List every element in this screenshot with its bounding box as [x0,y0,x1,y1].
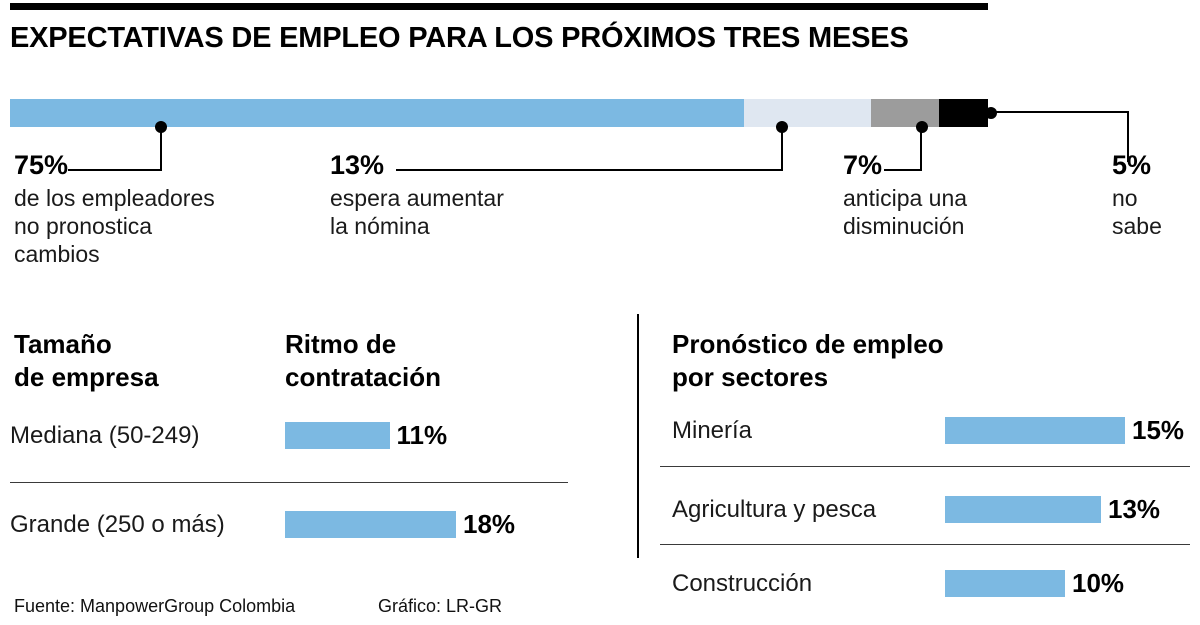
percent-label: 13% [330,150,385,180]
row-value: 15% [1132,415,1185,445]
row-label: Mediana (50-249) [10,421,200,449]
row-bar [945,496,1101,523]
header-company-size: Tamaño de empresa [14,329,159,392]
header-sectors: Pronóstico de empleo por sectores [672,329,944,392]
percent-description: de los empleadores no pronostica cambios [14,185,215,267]
row-bar [285,422,390,449]
row-construccion: Construcción 10% [672,568,1192,599]
header-hiring-pace: Ritmo de contratación [285,329,442,392]
callout-5: 5% no sabe [1112,150,1162,240]
row-mineria: Minería 15% [672,415,1192,446]
bar-segment [870,99,940,127]
row-label: Minería [672,416,753,444]
row-bar [285,511,456,538]
row-value: 18% [463,509,516,539]
row-value: 10% [1072,568,1125,598]
bar-segment [939,99,988,127]
row-bar [945,570,1065,597]
row-agricultura: Agricultura y pesca 13% [672,494,1192,525]
callout-line [991,111,1129,113]
vertical-divider [637,314,639,558]
row-label: Grande (250 o más) [10,510,225,538]
callout-line [781,127,783,171]
percent-description: no sabe [1112,185,1162,239]
divider [660,544,1190,545]
callout-13: 13% espera aumentar la nómina [330,150,504,240]
bar-segment [743,99,871,127]
row-value: 11% [396,420,448,450]
divider [10,482,568,483]
callout-7: 7% anticipa una disminución [843,150,967,240]
stacked-bar [10,99,988,127]
callout-75: 75% de los empleadores no pronostica cam… [14,150,215,268]
callout-line [920,127,922,171]
row-grande: Grande (250 o más) 18% [10,509,610,540]
callout-line [884,169,922,171]
row-label: Construcción [672,569,813,597]
callout-line [396,169,783,171]
percent-label: 7% [843,150,883,180]
divider [660,466,1190,467]
percent-label: 75% [14,150,69,180]
callout-line [1127,111,1129,162]
percent-description: espera aumentar la nómina [330,185,504,239]
footer-credit: Gráfico: LR-GR [378,596,503,616]
percent-description: anticipa una disminución [843,185,968,239]
row-label: Agricultura y pesca [672,495,877,523]
row-value: 13% [1108,494,1161,524]
row-mediana: Mediana (50-249) 11% [10,420,610,451]
footer-source: Fuente: ManpowerGroup Colombia [14,596,296,616]
callout-dot-5 [985,107,997,119]
page-title: EXPECTATIVAS DE EMPLEO PARA LOS PRÓXIMOS… [10,22,909,54]
percent-label: 5% [1112,150,1152,180]
row-bar [945,417,1125,444]
top-rule [10,3,988,10]
callout-dot-7 [916,121,928,133]
bar-segment [10,99,744,127]
callout-line [68,169,162,171]
callout-line [160,127,162,171]
